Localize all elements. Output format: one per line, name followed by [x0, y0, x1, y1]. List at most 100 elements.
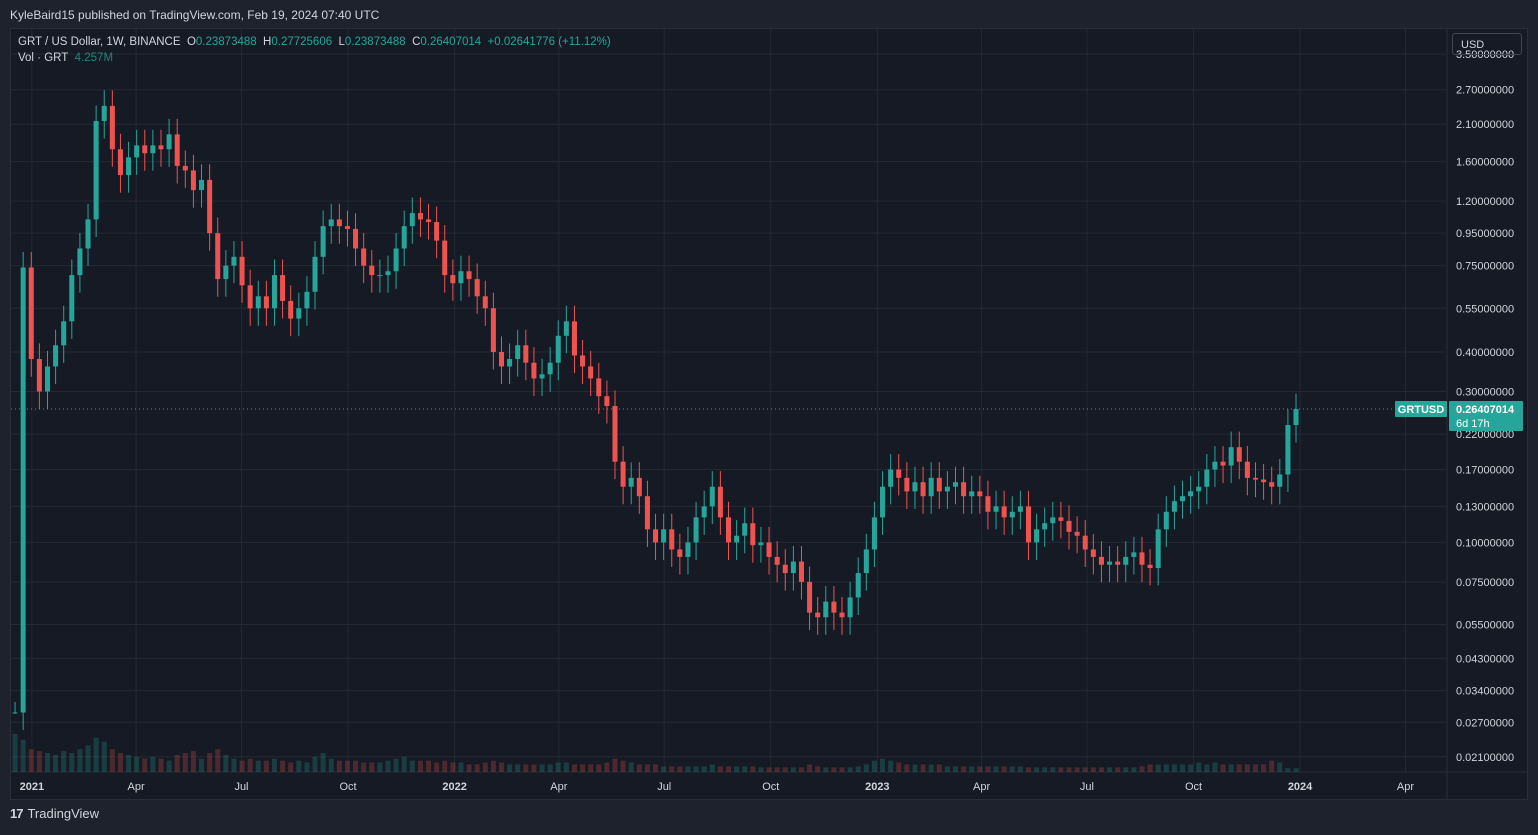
- ticker-tag: GRTUSD: [1398, 404, 1445, 416]
- candle-body: [944, 486, 950, 492]
- volume-bar: [142, 758, 148, 772]
- candle-body: [563, 321, 569, 336]
- candle-body: [458, 271, 464, 284]
- candle-body: [620, 461, 626, 487]
- candle-body: [134, 145, 140, 158]
- candle-body: [101, 105, 107, 121]
- top-bar: KyleBaird15 published on TradingView.com…: [0, 0, 1538, 28]
- candle-body: [701, 506, 707, 518]
- candle-body: [215, 233, 221, 280]
- volume-bar: [239, 760, 245, 772]
- volume-bar: [531, 764, 537, 772]
- volume-bar: [717, 766, 723, 772]
- price-tick-label: 0.10000000: [1456, 537, 1514, 549]
- candle-body: [353, 228, 359, 249]
- candle-body: [1196, 486, 1202, 492]
- candle-body: [126, 157, 132, 176]
- candle-body: [1123, 556, 1129, 565]
- candle-body: [20, 267, 26, 713]
- candle-body: [150, 145, 156, 154]
- high-value: 0.27725606: [271, 36, 333, 48]
- volume-bar: [1017, 766, 1023, 772]
- volume-value: 4.257M: [74, 52, 114, 64]
- candle-body: [1098, 556, 1104, 565]
- candle-body: [515, 345, 521, 360]
- volume-bar: [1082, 767, 1088, 772]
- chart-panel[interactable]: [10, 28, 1528, 800]
- candle-body: [831, 601, 837, 613]
- candle-body: [77, 248, 83, 276]
- volume-bar: [612, 758, 618, 772]
- volume-bar: [669, 766, 675, 772]
- volume-bar: [734, 766, 740, 772]
- candle-body: [280, 275, 286, 301]
- candle-body: [1252, 477, 1258, 480]
- candle-body: [1034, 529, 1040, 543]
- volume-bar: [263, 760, 269, 772]
- volume-bar: [20, 739, 26, 772]
- candle-body: [377, 275, 383, 277]
- footer-brand: 17 TradingView: [10, 806, 99, 821]
- candle-body: [790, 561, 796, 574]
- volume-bar: [482, 762, 488, 772]
- currency-button[interactable]: USD: [1452, 33, 1522, 55]
- candle-body: [604, 396, 610, 406]
- volume-bar: [839, 767, 845, 772]
- candle-body: [669, 529, 675, 550]
- volume-bar: [1261, 764, 1267, 772]
- volume-bar: [328, 758, 334, 772]
- candle-body: [1001, 506, 1007, 518]
- volume-bar: [109, 749, 115, 772]
- volume-bar: [150, 756, 156, 772]
- candle-body: [1131, 552, 1137, 557]
- volume-bar: [61, 751, 67, 772]
- volume-bar: [790, 767, 796, 772]
- candle-body: [815, 612, 821, 618]
- candle-body: [969, 491, 975, 497]
- candle-body: [863, 549, 869, 574]
- ticker-tag-bg: [1395, 401, 1447, 418]
- volume-bar: [255, 760, 261, 772]
- volume-bar: [426, 760, 432, 772]
- price-tick-label: 3.50000000: [1456, 49, 1514, 61]
- candle-body: [961, 482, 967, 497]
- volume-bar: [393, 758, 399, 772]
- volume-bar: [498, 762, 505, 772]
- candle-body: [1179, 496, 1186, 502]
- volume-bar: [515, 764, 521, 772]
- volume-label[interactable]: Vol · GRT: [18, 52, 69, 64]
- symbol-label[interactable]: GRT / US Dollar, 1W, BINANCE: [18, 36, 181, 48]
- volume-bar: [1285, 768, 1291, 772]
- candle-body: [547, 362, 553, 375]
- candle-body: [426, 219, 432, 223]
- volume-bar: [555, 762, 561, 772]
- volume-bar: [1090, 767, 1096, 772]
- open-label: O: [186, 36, 196, 48]
- price-tick-label: 0.02700000: [1456, 717, 1514, 729]
- candle-body: [653, 529, 659, 543]
- time-tick-label: Apr: [973, 781, 990, 793]
- volume-bar: [855, 766, 861, 772]
- volume-bar: [1155, 764, 1161, 772]
- price-tick-label: 2.10000000: [1456, 119, 1514, 131]
- volume-bar: [1123, 767, 1129, 772]
- open-value: 0.23873488: [195, 36, 257, 48]
- candle-body: [1212, 461, 1218, 470]
- volume-bar: [628, 762, 634, 772]
- volume-bar: [993, 766, 999, 772]
- tradingview-logo-icon: 17: [10, 806, 24, 821]
- candle-body: [920, 482, 926, 497]
- volume-bar: [758, 767, 764, 772]
- volume-bar: [199, 758, 205, 772]
- candle-body: [677, 549, 683, 557]
- volume-bar: [880, 758, 886, 772]
- volume-bar: [466, 764, 472, 772]
- candle-body: [93, 120, 99, 220]
- candle-body: [928, 477, 934, 497]
- volume-bar: [1066, 767, 1072, 772]
- volume-bar: [1025, 767, 1031, 772]
- volume-bar: [490, 760, 496, 772]
- candle-body: [742, 523, 748, 536]
- volume-bar: [1196, 762, 1202, 772]
